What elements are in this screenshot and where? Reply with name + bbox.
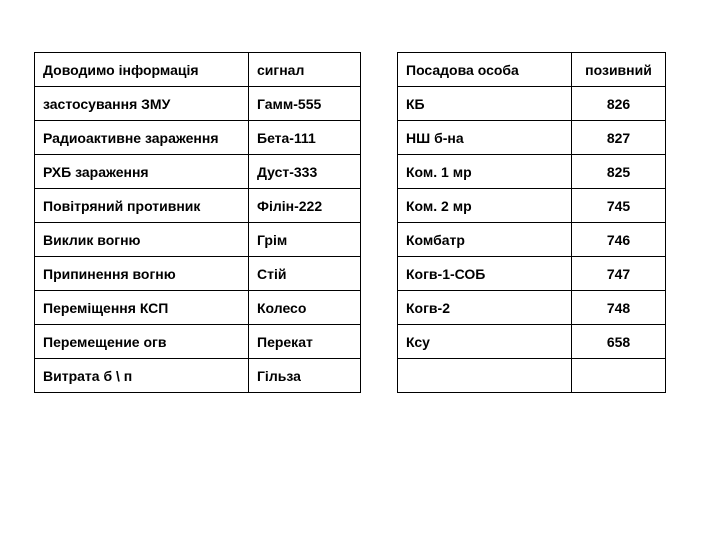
cell-callsign: 745 xyxy=(572,189,666,223)
cell-person: Комбатр xyxy=(398,223,572,257)
cell-info: Витрата б \ п xyxy=(35,359,249,393)
table-row: Повітряний противник Філін-222 xyxy=(35,189,361,223)
table-header-row: Доводимо інформація сигнал xyxy=(35,53,361,87)
table-row: Когв-2 748 xyxy=(398,291,666,325)
cell-callsign: 747 xyxy=(572,257,666,291)
table-row: Ком. 1 мр 825 xyxy=(398,155,666,189)
cell-person: Ком. 2 мр xyxy=(398,189,572,223)
table-row: Ком. 2 мр 745 xyxy=(398,189,666,223)
cell-signal: Колесо xyxy=(249,291,361,325)
cell-info: застосування ЗМУ xyxy=(35,87,249,121)
table-row: Витрата б \ п Гільза xyxy=(35,359,361,393)
cell-signal: Гільза xyxy=(249,359,361,393)
table-row: НШ б-на 827 xyxy=(398,121,666,155)
cell-signal: Грім xyxy=(249,223,361,257)
table-header-row: Посадова особа позивний xyxy=(398,53,666,87)
cell-info: Виклик вогню xyxy=(35,223,249,257)
cell-signal: Стій xyxy=(249,257,361,291)
cell-signal: Філін-222 xyxy=(249,189,361,223)
cell-signal: Гамм-555 xyxy=(249,87,361,121)
header-info: Доводимо інформація xyxy=(35,53,249,87)
page: Доводимо інформація сигнал застосування … xyxy=(0,0,720,393)
table-row: Переміщення КСП Колесо xyxy=(35,291,361,325)
table-row: Перемещение огв Перекат xyxy=(35,325,361,359)
table-row: КБ 826 xyxy=(398,87,666,121)
table-row: Радиоактивне зараження Бета-111 xyxy=(35,121,361,155)
header-callsign: позивний xyxy=(572,53,666,87)
cell-info: РХБ зараження xyxy=(35,155,249,189)
cell-callsign: 826 xyxy=(572,87,666,121)
cell-info: Припинення вогню xyxy=(35,257,249,291)
table-row xyxy=(398,359,666,393)
cell-person: КБ xyxy=(398,87,572,121)
callsigns-table: Посадова особа позивний КБ 826 НШ б-на 8… xyxy=(397,52,666,393)
cell-person: Ком. 1 мр xyxy=(398,155,572,189)
table-row: Комбатр 746 xyxy=(398,223,666,257)
cell-info: Радиоактивне зараження xyxy=(35,121,249,155)
table-row: Припинення вогню Стій xyxy=(35,257,361,291)
cell-person: Когв-1-СОБ xyxy=(398,257,572,291)
cell-person: Ксу xyxy=(398,325,572,359)
cell-callsign: 746 xyxy=(572,223,666,257)
table-row: застосування ЗМУ Гамм-555 xyxy=(35,87,361,121)
cell-signal: Дуст-333 xyxy=(249,155,361,189)
cell-info: Перемещение огв xyxy=(35,325,249,359)
cell-callsign xyxy=(572,359,666,393)
header-signal: сигнал xyxy=(249,53,361,87)
cell-callsign: 827 xyxy=(572,121,666,155)
cell-callsign: 748 xyxy=(572,291,666,325)
cell-info: Повітряний противник xyxy=(35,189,249,223)
cell-info: Переміщення КСП xyxy=(35,291,249,325)
table-row: РХБ зараження Дуст-333 xyxy=(35,155,361,189)
cell-callsign: 825 xyxy=(572,155,666,189)
table-row: Когв-1-СОБ 747 xyxy=(398,257,666,291)
cell-callsign: 658 xyxy=(572,325,666,359)
signals-table: Доводимо інформація сигнал застосування … xyxy=(34,52,361,393)
table-row: Виклик вогню Грім xyxy=(35,223,361,257)
cell-person: Когв-2 xyxy=(398,291,572,325)
cell-person: НШ б-на xyxy=(398,121,572,155)
cell-person xyxy=(398,359,572,393)
table-row: Ксу 658 xyxy=(398,325,666,359)
header-person: Посадова особа xyxy=(398,53,572,87)
cell-signal: Бета-111 xyxy=(249,121,361,155)
cell-signal: Перекат xyxy=(249,325,361,359)
